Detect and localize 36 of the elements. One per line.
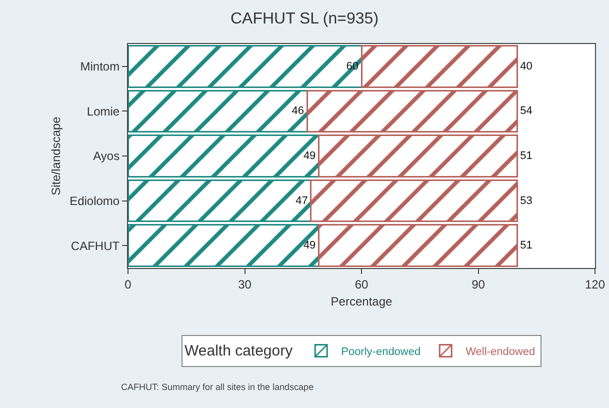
- bar: [128, 179, 312, 222]
- bar: [128, 90, 308, 133]
- bar: [128, 134, 320, 178]
- text: Poorly-endowed: [341, 346, 421, 358]
- text: Well-endowed: [466, 346, 536, 358]
- bar: [318, 134, 518, 178]
- text: CAFHUT: Summary for all sites in the landscape: [121, 382, 314, 392]
- data-label: 54: [520, 105, 532, 118]
- data-label: 53: [520, 194, 532, 207]
- x-axis-title: Percentage: [330, 294, 393, 308]
- bar: [310, 179, 518, 222]
- bar: [128, 45, 362, 88]
- legend-title: Wealth category: [184, 342, 294, 360]
- x-tick-label: 60: [354, 277, 368, 292]
- y-tick-label: Ediolomo: [70, 194, 120, 208]
- y-tick-label: Ayos: [93, 149, 120, 164]
- y-axis-title: Site/landscape: [48, 116, 63, 196]
- bar: [318, 224, 518, 267]
- x-tick-label: 30: [238, 277, 252, 292]
- data-label: 47: [296, 194, 308, 207]
- bar: [128, 224, 320, 267]
- data-label: 49: [303, 150, 316, 162]
- bar: [360, 45, 518, 88]
- y-tick-label: Lomie: [86, 104, 120, 118]
- x-tick-label: 90: [472, 277, 486, 292]
- bar: [306, 90, 518, 133]
- y-tick-label: Mintom: [80, 60, 120, 74]
- chart-title: CAFHUT SL (n=935): [230, 10, 379, 28]
- data-label: 51: [520, 240, 532, 252]
- x-tick-label: 120: [584, 277, 606, 292]
- data-label: 46: [292, 105, 304, 118]
- x-tick-label: 0: [124, 277, 132, 292]
- data-label: 40: [520, 60, 532, 72]
- data-label: 51: [520, 150, 532, 162]
- y-tick-label: CAFHUT: [70, 238, 120, 253]
- data-label: 49: [303, 240, 316, 252]
